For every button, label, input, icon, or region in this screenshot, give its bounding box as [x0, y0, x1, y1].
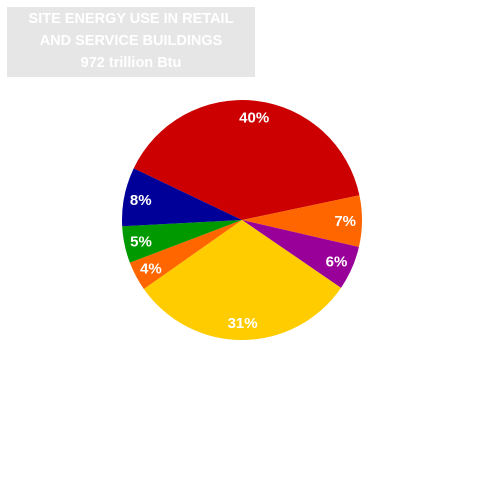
slice-percent-label: 7%	[334, 213, 356, 230]
pie-slice	[122, 220, 242, 263]
chart-title-line-2: AND SERVICE BUILDINGS	[39, 33, 223, 49]
chart-subtitle: 972 trillion Btu	[80, 55, 182, 71]
pie-slice	[129, 220, 242, 289]
chart-title-box: SITE ENERGY USE IN RETAIL AND SERVICE BU…	[7, 7, 255, 77]
slice-percent-label: 31%	[228, 315, 258, 332]
slice-percent-label: 4%	[140, 260, 162, 277]
slice-percent-label: 5%	[130, 233, 152, 250]
slice-percent-label: 40%	[239, 110, 269, 127]
slice-percent-label: 6%	[326, 254, 348, 271]
pie-slice	[242, 220, 359, 288]
chart-title-line-1: SITE ENERGY USE IN RETAIL	[28, 11, 234, 27]
pie-slice	[143, 220, 342, 341]
slice-percent-label: 8%	[130, 192, 152, 209]
pie-slice	[133, 99, 360, 220]
pie-slice	[121, 168, 242, 227]
pie-slice	[242, 195, 363, 248]
